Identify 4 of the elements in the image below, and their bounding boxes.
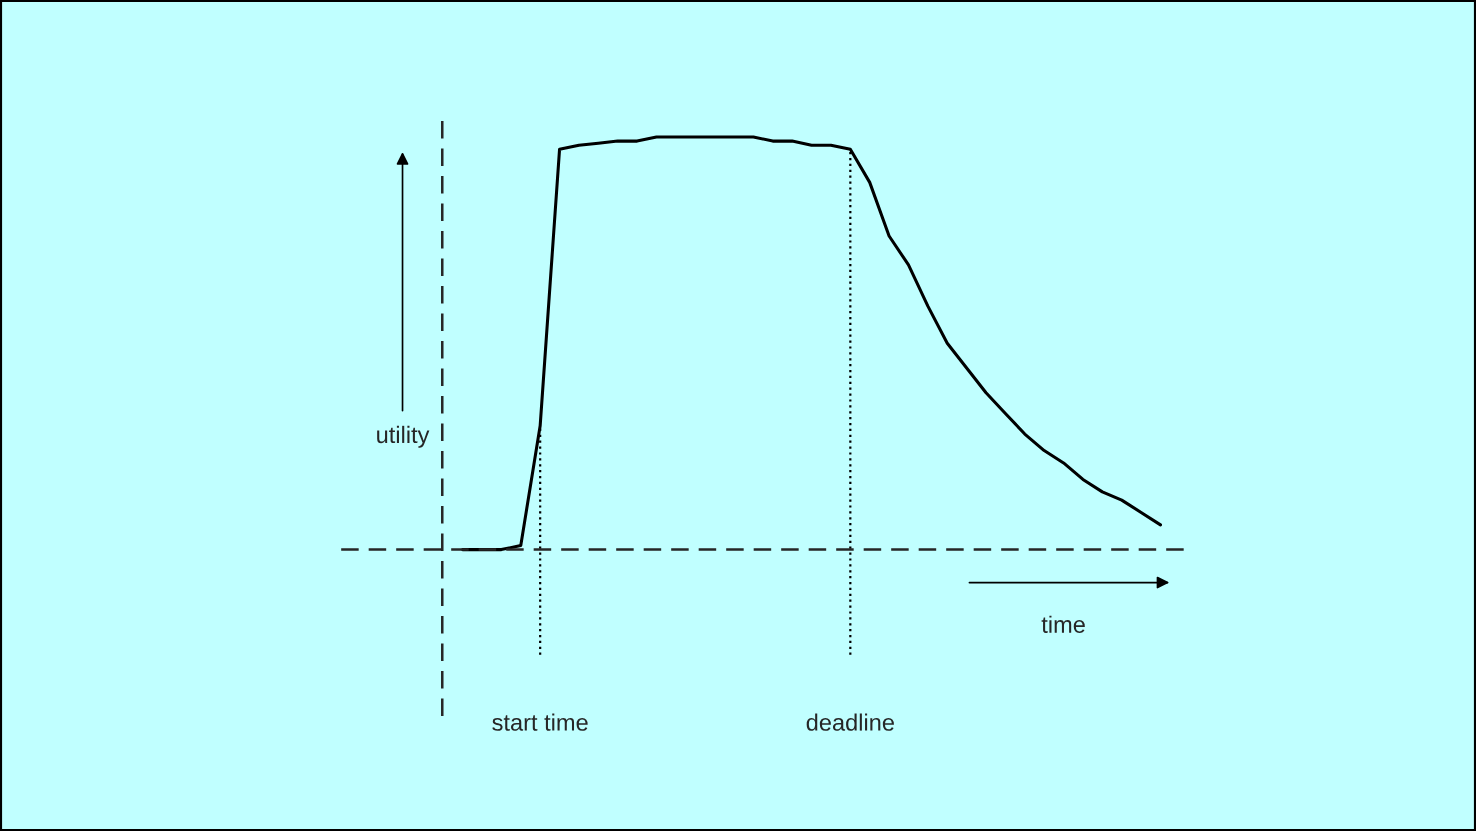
x-tick-label: deadline	[806, 713, 894, 731]
y-axis-title: utility	[377, 425, 430, 448]
x-axis-title: time	[1041, 615, 1085, 633]
x-tick-label: start time	[492, 713, 588, 731]
